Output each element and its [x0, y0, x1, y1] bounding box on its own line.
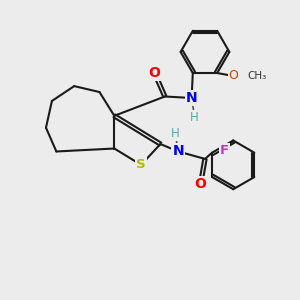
Text: O: O	[148, 66, 160, 80]
Text: O: O	[229, 70, 238, 83]
Text: N: N	[186, 91, 197, 105]
Text: CH₃: CH₃	[247, 71, 266, 81]
Text: O: O	[195, 177, 206, 191]
Text: N: N	[172, 145, 184, 158]
Text: H: H	[171, 127, 180, 140]
Text: F: F	[220, 144, 229, 158]
Text: H: H	[190, 111, 199, 124]
Text: S: S	[136, 158, 146, 171]
